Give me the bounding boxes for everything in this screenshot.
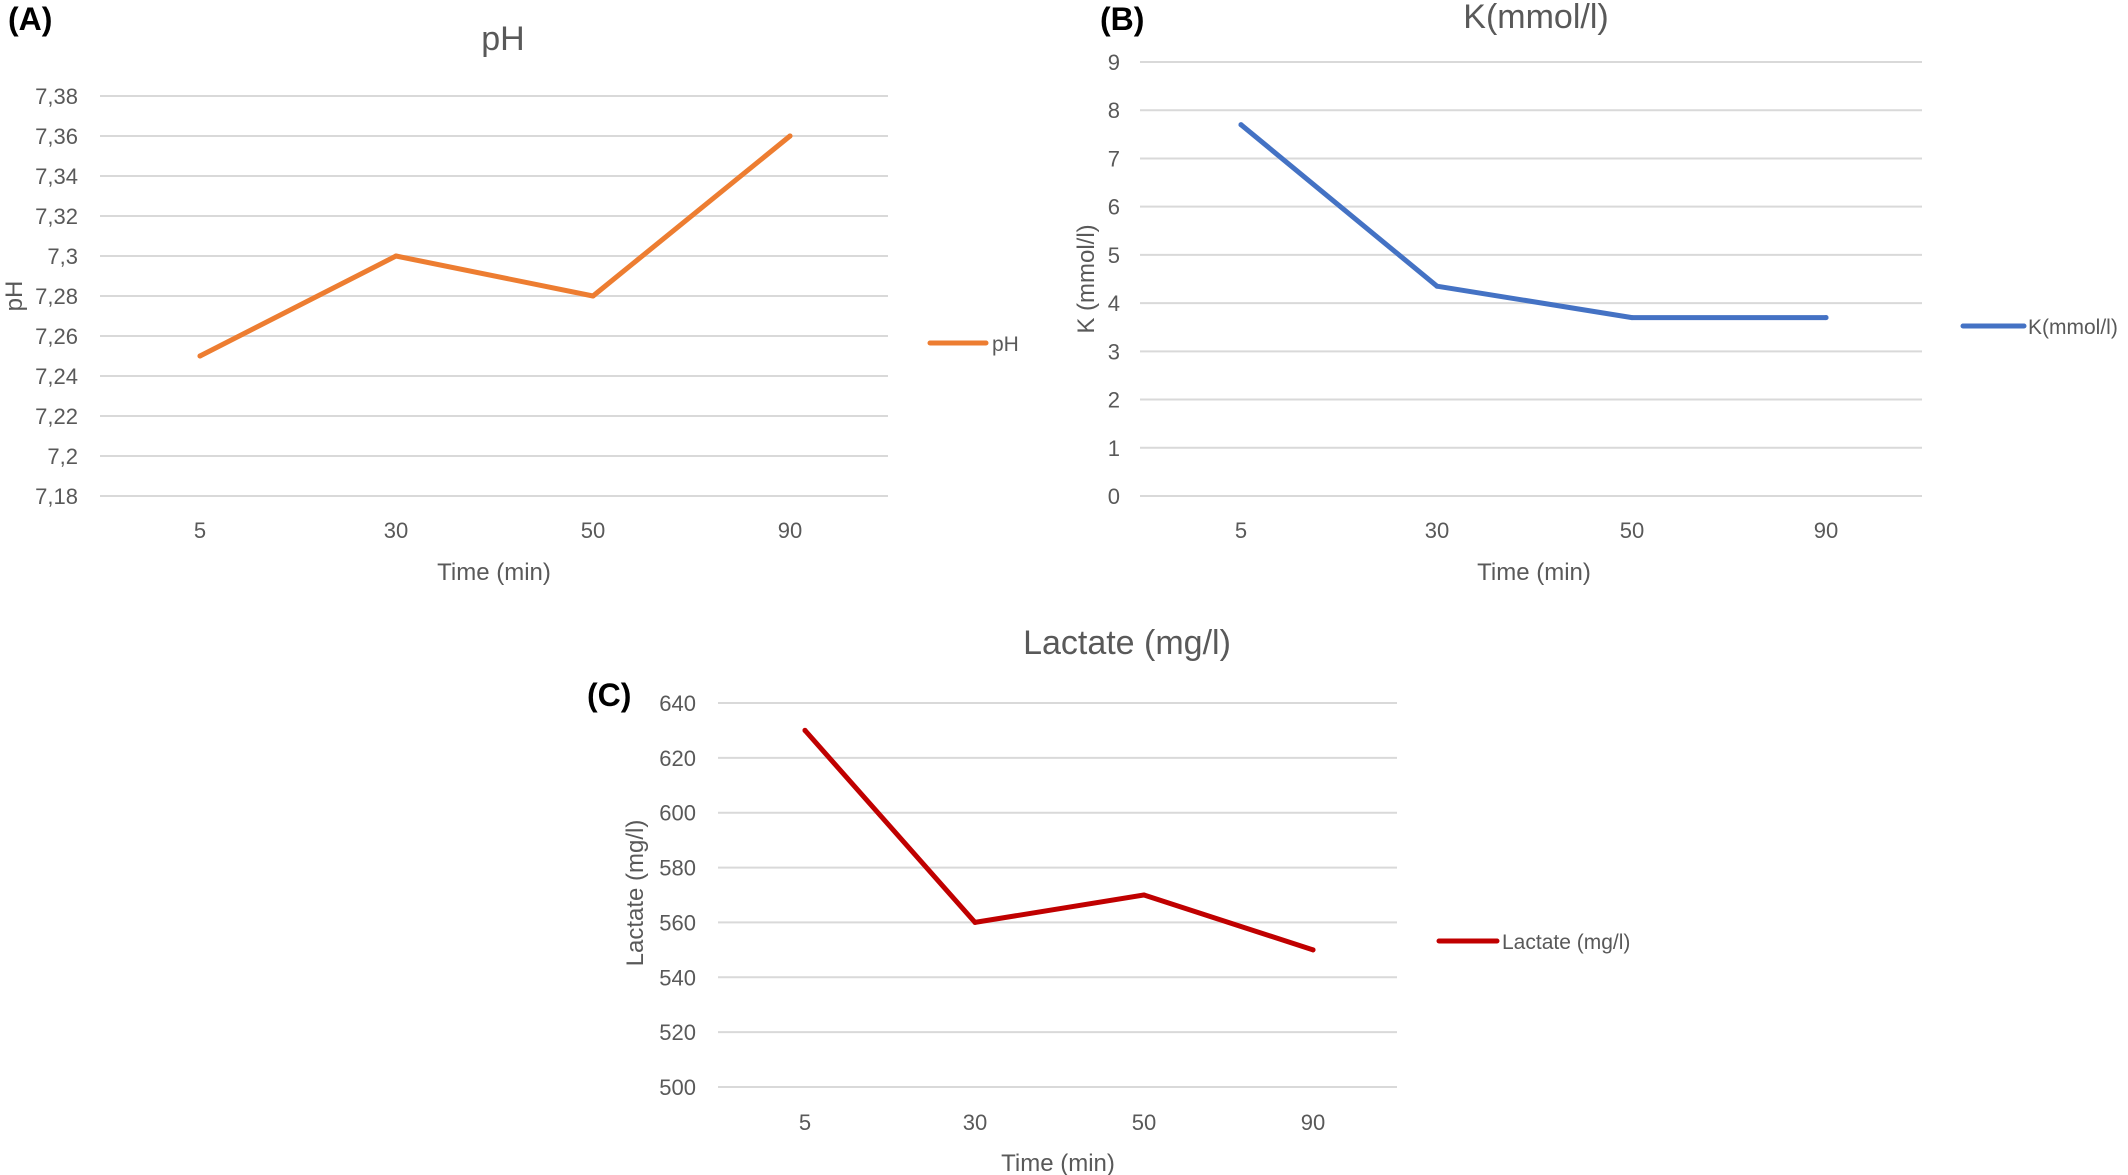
y-tick-label: 0 (1108, 484, 1120, 509)
chart-panel-b: 0 1 2 3 4 5 6 7 8 9 5 30 50 90 K(mmol/l) K(mmol/l) (B) Ti… (1073, 0, 2118, 586)
y-tick-label: 6 (1108, 195, 1120, 220)
series-line (802, 727, 1316, 953)
data-point (1238, 122, 1244, 128)
x-tick-label: 5 (799, 1110, 811, 1135)
x-tick-label: 90 (778, 518, 802, 543)
y-tick-label: 7,22 (35, 404, 78, 429)
y-tick-label: 500 (659, 1075, 696, 1100)
y-tick-label: 7,36 (35, 124, 78, 149)
data-point (972, 919, 978, 925)
y-tick-label: 620 (659, 746, 696, 771)
panel-label: (B) (1100, 1, 1144, 37)
y-tick-label: 7,32 (35, 204, 78, 229)
x-axis-label: Time (min) (1477, 559, 1591, 586)
data-point (1629, 315, 1635, 321)
x-tick-label: 90 (1814, 518, 1838, 543)
chart-title: Lactate (mg/l) (1023, 624, 1231, 662)
chart-panel-c: 500 520 540 560 580 600 620 640 5 30 50 90 Lactate (… (587, 624, 1630, 1175)
x-tick-label: 50 (581, 518, 605, 543)
x-tick-label: 30 (384, 518, 408, 543)
chart-title: K(mmol/l) (1463, 0, 1608, 36)
y-tick-label: 580 (659, 856, 696, 881)
y-tick-label: 7 (1108, 146, 1120, 171)
y-axis-label: K (mmol/l) (1073, 224, 1100, 333)
y-tick-label: 2 (1108, 388, 1120, 413)
x-tick-label: 90 (1301, 1110, 1325, 1135)
y-tick-label: 9 (1108, 50, 1120, 75)
y-tick-label: 1 (1108, 436, 1120, 461)
y-tick-label: 7,2 (47, 444, 78, 469)
data-point (393, 253, 399, 259)
y-tick-label: 4 (1108, 291, 1120, 316)
y-tick-label: 7,28 (35, 284, 78, 309)
x-tick-label: 5 (194, 518, 206, 543)
legend-label: pH (992, 333, 1019, 356)
x-tick-label: 30 (1425, 518, 1449, 543)
x-tick-label: 30 (963, 1110, 987, 1135)
y-axis-label: Lactate (mg/l) (622, 820, 649, 967)
y-axis-label: pH (1, 281, 28, 312)
legend-label: K(mmol/l) (2028, 316, 2118, 339)
data-point (1434, 283, 1440, 289)
data-point (802, 727, 808, 733)
series-line (1238, 122, 1829, 321)
data-point (1310, 947, 1316, 953)
x-tick-label: 5 (1235, 518, 1247, 543)
panel-label: (A) (8, 1, 52, 37)
chart-title: pH (481, 20, 524, 58)
data-point (1141, 892, 1147, 898)
chart-panel-a: 7,18 7,2 7,22 7,24 7,26 7,28 7,3 7,32 7,34 7,36 7,… (1, 1, 1019, 586)
series-line (197, 133, 793, 359)
y-tick-label: 5 (1108, 243, 1120, 268)
y-tick-label: 640 (659, 691, 696, 716)
data-point (590, 293, 596, 299)
data-point (197, 353, 203, 359)
y-tick-label: 600 (659, 801, 696, 826)
data-point (787, 133, 793, 139)
data-point (1823, 315, 1829, 321)
y-tick-label: 8 (1108, 98, 1120, 123)
panel-label: (C) (587, 677, 631, 713)
y-tick-label: 7,26 (35, 324, 78, 349)
y-tick-label: 7,34 (35, 164, 78, 189)
y-tick-label: 540 (659, 965, 696, 990)
y-tick-label: 7,18 (35, 484, 78, 509)
x-axis-label: Time (min) (1001, 1150, 1115, 1175)
y-tick-label: 3 (1108, 339, 1120, 364)
y-tick-label: 7,38 (35, 84, 78, 109)
y-tick-label: 520 (659, 1020, 696, 1045)
x-tick-label: 50 (1620, 518, 1644, 543)
x-axis-label: Time (min) (437, 559, 551, 586)
y-tick-label: 7,24 (35, 364, 78, 389)
x-tick-label: 50 (1132, 1110, 1156, 1135)
y-tick-label: 560 (659, 910, 696, 935)
legend-label: Lactate (mg/l) (1502, 931, 1630, 954)
y-tick-label: 7,3 (47, 244, 78, 269)
